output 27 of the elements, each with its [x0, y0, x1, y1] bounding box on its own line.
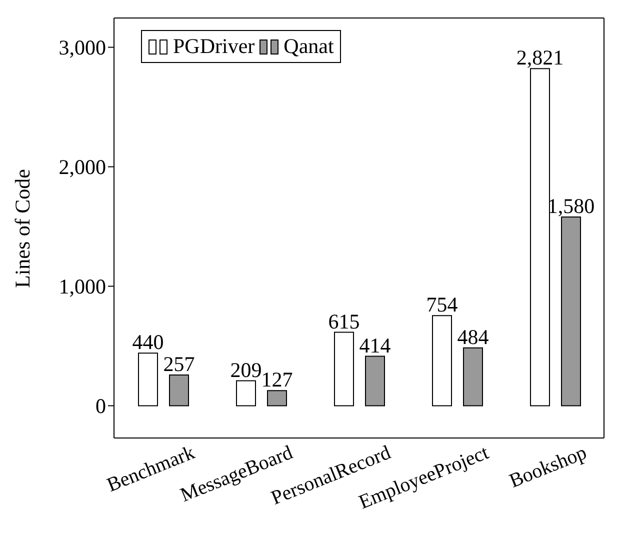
data-label: 1,580 — [547, 194, 595, 218]
y-axis-title: Lines of Code — [10, 169, 34, 288]
bar — [432, 315, 452, 406]
bar — [169, 374, 189, 406]
bar — [365, 356, 385, 406]
bar — [236, 380, 256, 406]
y-tick-label: 2,000 — [58, 155, 106, 180]
data-label: 209 — [230, 358, 262, 382]
y-tick-label: 0 — [96, 394, 106, 418]
data-label: 484 — [457, 324, 490, 349]
y-tick-label: 1,000 — [58, 274, 106, 299]
bar — [561, 216, 581, 406]
data-label: 2,821 — [516, 46, 564, 70]
bar — [267, 390, 287, 406]
bar — [334, 332, 354, 406]
legend-label: PGDriver — [173, 34, 255, 59]
data-label: 127 — [261, 368, 293, 392]
bar — [138, 352, 158, 406]
data-label: 257 — [163, 352, 195, 376]
y-tick-label: 3,000 — [58, 36, 106, 60]
bar — [530, 68, 550, 406]
data-label: 754 — [426, 292, 458, 317]
data-label: 615 — [328, 309, 360, 334]
legend-label: Qanat — [284, 34, 334, 59]
data-label: 440 — [132, 330, 164, 354]
data-label: 414 — [359, 333, 392, 358]
bar — [463, 347, 483, 406]
